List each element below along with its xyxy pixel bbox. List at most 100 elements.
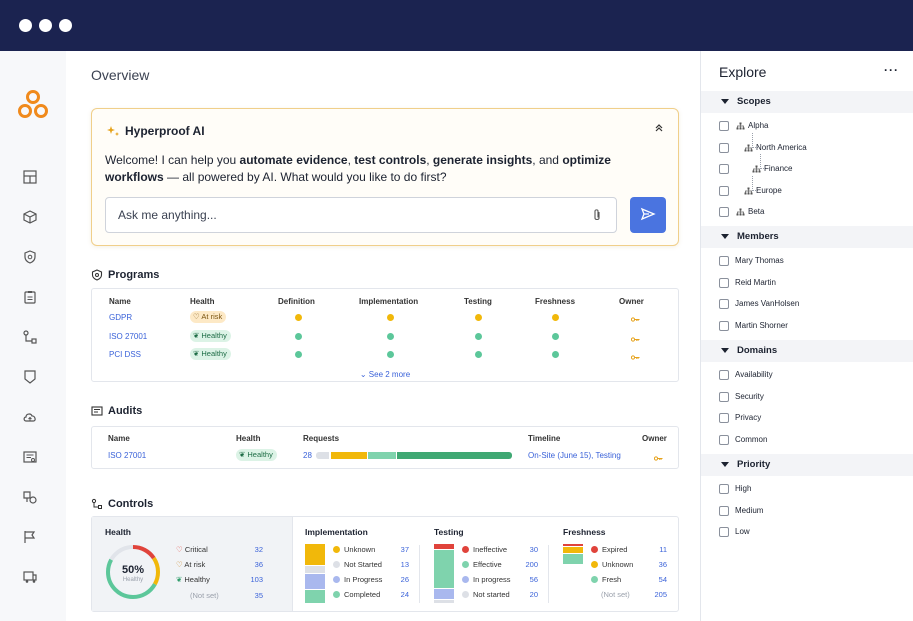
testing-legend-item[interactable]: Not started <box>462 590 510 599</box>
workflow-icon[interactable] <box>22 329 38 345</box>
explore-group-priority[interactable]: Priority <box>701 454 913 476</box>
explore-item-scopes[interactable]: Europe <box>701 175 913 202</box>
program-name-link[interactable]: PCI DSS <box>109 350 142 359</box>
health-at-risk-count[interactable]: 36 <box>254 560 263 569</box>
window-dot[interactable] <box>59 19 72 32</box>
shield-icon[interactable] <box>22 249 38 265</box>
explore-item-members[interactable]: Martin Shorner <box>701 317 913 337</box>
implementation-legend-item[interactable]: Not Started <box>333 560 382 569</box>
explore-item-domains[interactable]: Common <box>701 431 913 451</box>
explore-item-domains[interactable]: Availability <box>701 366 913 386</box>
clipboard-icon[interactable] <box>22 289 38 305</box>
window-dot[interactable] <box>19 19 32 32</box>
owner-key-icon[interactable] <box>654 456 663 461</box>
health-critical-row[interactable]: ♡ Critical <box>176 545 208 554</box>
health-at-risk-row[interactable]: ♡ At risk <box>176 560 206 569</box>
implementation-legend-count[interactable]: 24 <box>400 590 409 599</box>
explore-group-domains[interactable]: Domains <box>701 340 913 362</box>
explore-group-members[interactable]: Members <box>701 226 913 248</box>
explore-item-members[interactable]: James VanHolsen <box>701 295 913 315</box>
report-icon[interactable] <box>22 449 38 465</box>
testing-legend-item[interactable]: In progress <box>462 575 511 584</box>
dashboard-icon[interactable] <box>22 169 38 185</box>
program-name-link[interactable]: GDPR <box>109 313 133 322</box>
paperclip-icon[interactable] <box>591 208 603 222</box>
explore-item-priority[interactable]: Low <box>701 523 913 543</box>
testing-legend-item[interactable]: Ineffective <box>462 545 507 554</box>
health-not-set-count[interactable]: 35 <box>254 591 263 600</box>
explore-item-members[interactable]: Reid Martin <box>701 274 913 294</box>
testing-legend-item[interactable]: Effective <box>462 560 502 569</box>
testing-legend-count[interactable]: 200 <box>525 560 538 569</box>
explore-item-domains[interactable]: Privacy <box>701 409 913 429</box>
send-button[interactable] <box>630 197 666 233</box>
explore-item-scopes[interactable]: Finance <box>701 154 913 180</box>
more-options-button[interactable]: ··· <box>884 63 899 77</box>
bookmark-icon[interactable] <box>22 369 38 385</box>
checkbox[interactable] <box>719 256 729 266</box>
explore-item-scopes[interactable]: Beta <box>701 203 913 223</box>
owner-key-icon[interactable] <box>631 355 640 360</box>
checkbox[interactable] <box>719 434 729 445</box>
checkbox[interactable] <box>719 484 729 494</box>
checkbox[interactable] <box>719 164 729 175</box>
freshness-legend-item[interactable]: Unknown <box>591 560 633 569</box>
freshness-legend-count[interactable]: 36 <box>658 560 667 569</box>
implementation-legend-item[interactable]: Unknown <box>333 545 375 554</box>
implementation-legend-count[interactable]: 13 <box>400 560 409 569</box>
ai-prompt-input[interactable] <box>105 197 617 233</box>
checkbox[interactable] <box>719 370 729 380</box>
explore-item-scopes[interactable]: Alpha <box>701 117 913 137</box>
freshness-legend-item[interactable]: Fresh <box>591 575 621 584</box>
health-critical-count[interactable]: 32 <box>254 545 263 554</box>
see-more-button[interactable]: ⌄ See 2 more <box>359 370 411 379</box>
checkbox[interactable] <box>719 299 729 310</box>
hyperproof-logo[interactable] <box>16 89 50 123</box>
window-dot[interactable] <box>39 19 52 32</box>
explore-group-scopes[interactable]: Scopes <box>701 91 913 113</box>
truck-icon[interactable] <box>22 569 38 585</box>
testing-legend-count[interactable]: 56 <box>529 575 538 584</box>
freshness-legend-count[interactable]: 205 <box>654 590 667 599</box>
flag-icon[interactable] <box>22 529 38 545</box>
freshness-legend-item[interactable]: Expired <box>591 545 627 554</box>
audit-name-link[interactable]: ISO 27001 <box>108 451 147 460</box>
implementation-legend-item[interactable]: In Progress <box>333 575 382 584</box>
implementation-legend-item[interactable]: Completed <box>333 590 380 599</box>
explore-item-priority[interactable]: High <box>701 480 913 500</box>
freshness-legend-item[interactable]: (Not set) <box>601 590 630 599</box>
cube-icon[interactable] <box>22 209 38 225</box>
implementation-legend-count[interactable]: 26 <box>400 575 409 584</box>
freshness-legend-count[interactable]: 54 <box>658 575 667 584</box>
timeline-link[interactable]: On-Site (June 15), Testing <box>528 451 621 460</box>
programs-title: Programs <box>108 269 160 281</box>
testing-legend-count[interactable]: 30 <box>529 545 538 554</box>
cloud-icon[interactable] <box>22 409 38 425</box>
owner-key-icon[interactable] <box>631 337 640 342</box>
request-count[interactable]: 28 <box>303 451 312 460</box>
testing-legend-count[interactable]: 20 <box>529 590 538 599</box>
program-name-link[interactable]: ISO 27001 <box>109 332 148 341</box>
freshness-legend-count[interactable]: 11 <box>659 545 667 554</box>
explore-item-domains[interactable]: Security <box>701 388 913 408</box>
checkbox[interactable] <box>719 277 729 288</box>
collapse-icon[interactable] <box>654 123 664 136</box>
checkbox[interactable] <box>719 505 729 516</box>
health-not-set-row[interactable]: (Not set) <box>190 591 219 600</box>
explore-item-priority[interactable]: Medium <box>701 502 913 522</box>
owner-key-icon[interactable] <box>631 317 640 322</box>
checkbox[interactable] <box>719 527 729 538</box>
implementation-legend-count[interactable]: 37 <box>400 545 409 554</box>
risk-icon[interactable] <box>22 489 38 505</box>
health-healthy-row[interactable]: ❦ Healthy <box>176 575 210 584</box>
explore-item-members[interactable]: Mary Thomas <box>701 252 913 272</box>
checkbox[interactable] <box>719 391 729 402</box>
checkbox[interactable] <box>719 185 729 196</box>
health-healthy-count[interactable]: 103 <box>250 575 263 584</box>
explore-item-scopes[interactable]: North America <box>701 132 913 159</box>
checkbox[interactable] <box>719 121 729 131</box>
checkbox[interactable] <box>719 142 729 153</box>
checkbox[interactable] <box>719 413 729 424</box>
checkbox[interactable] <box>719 320 729 331</box>
checkbox[interactable] <box>719 207 729 218</box>
